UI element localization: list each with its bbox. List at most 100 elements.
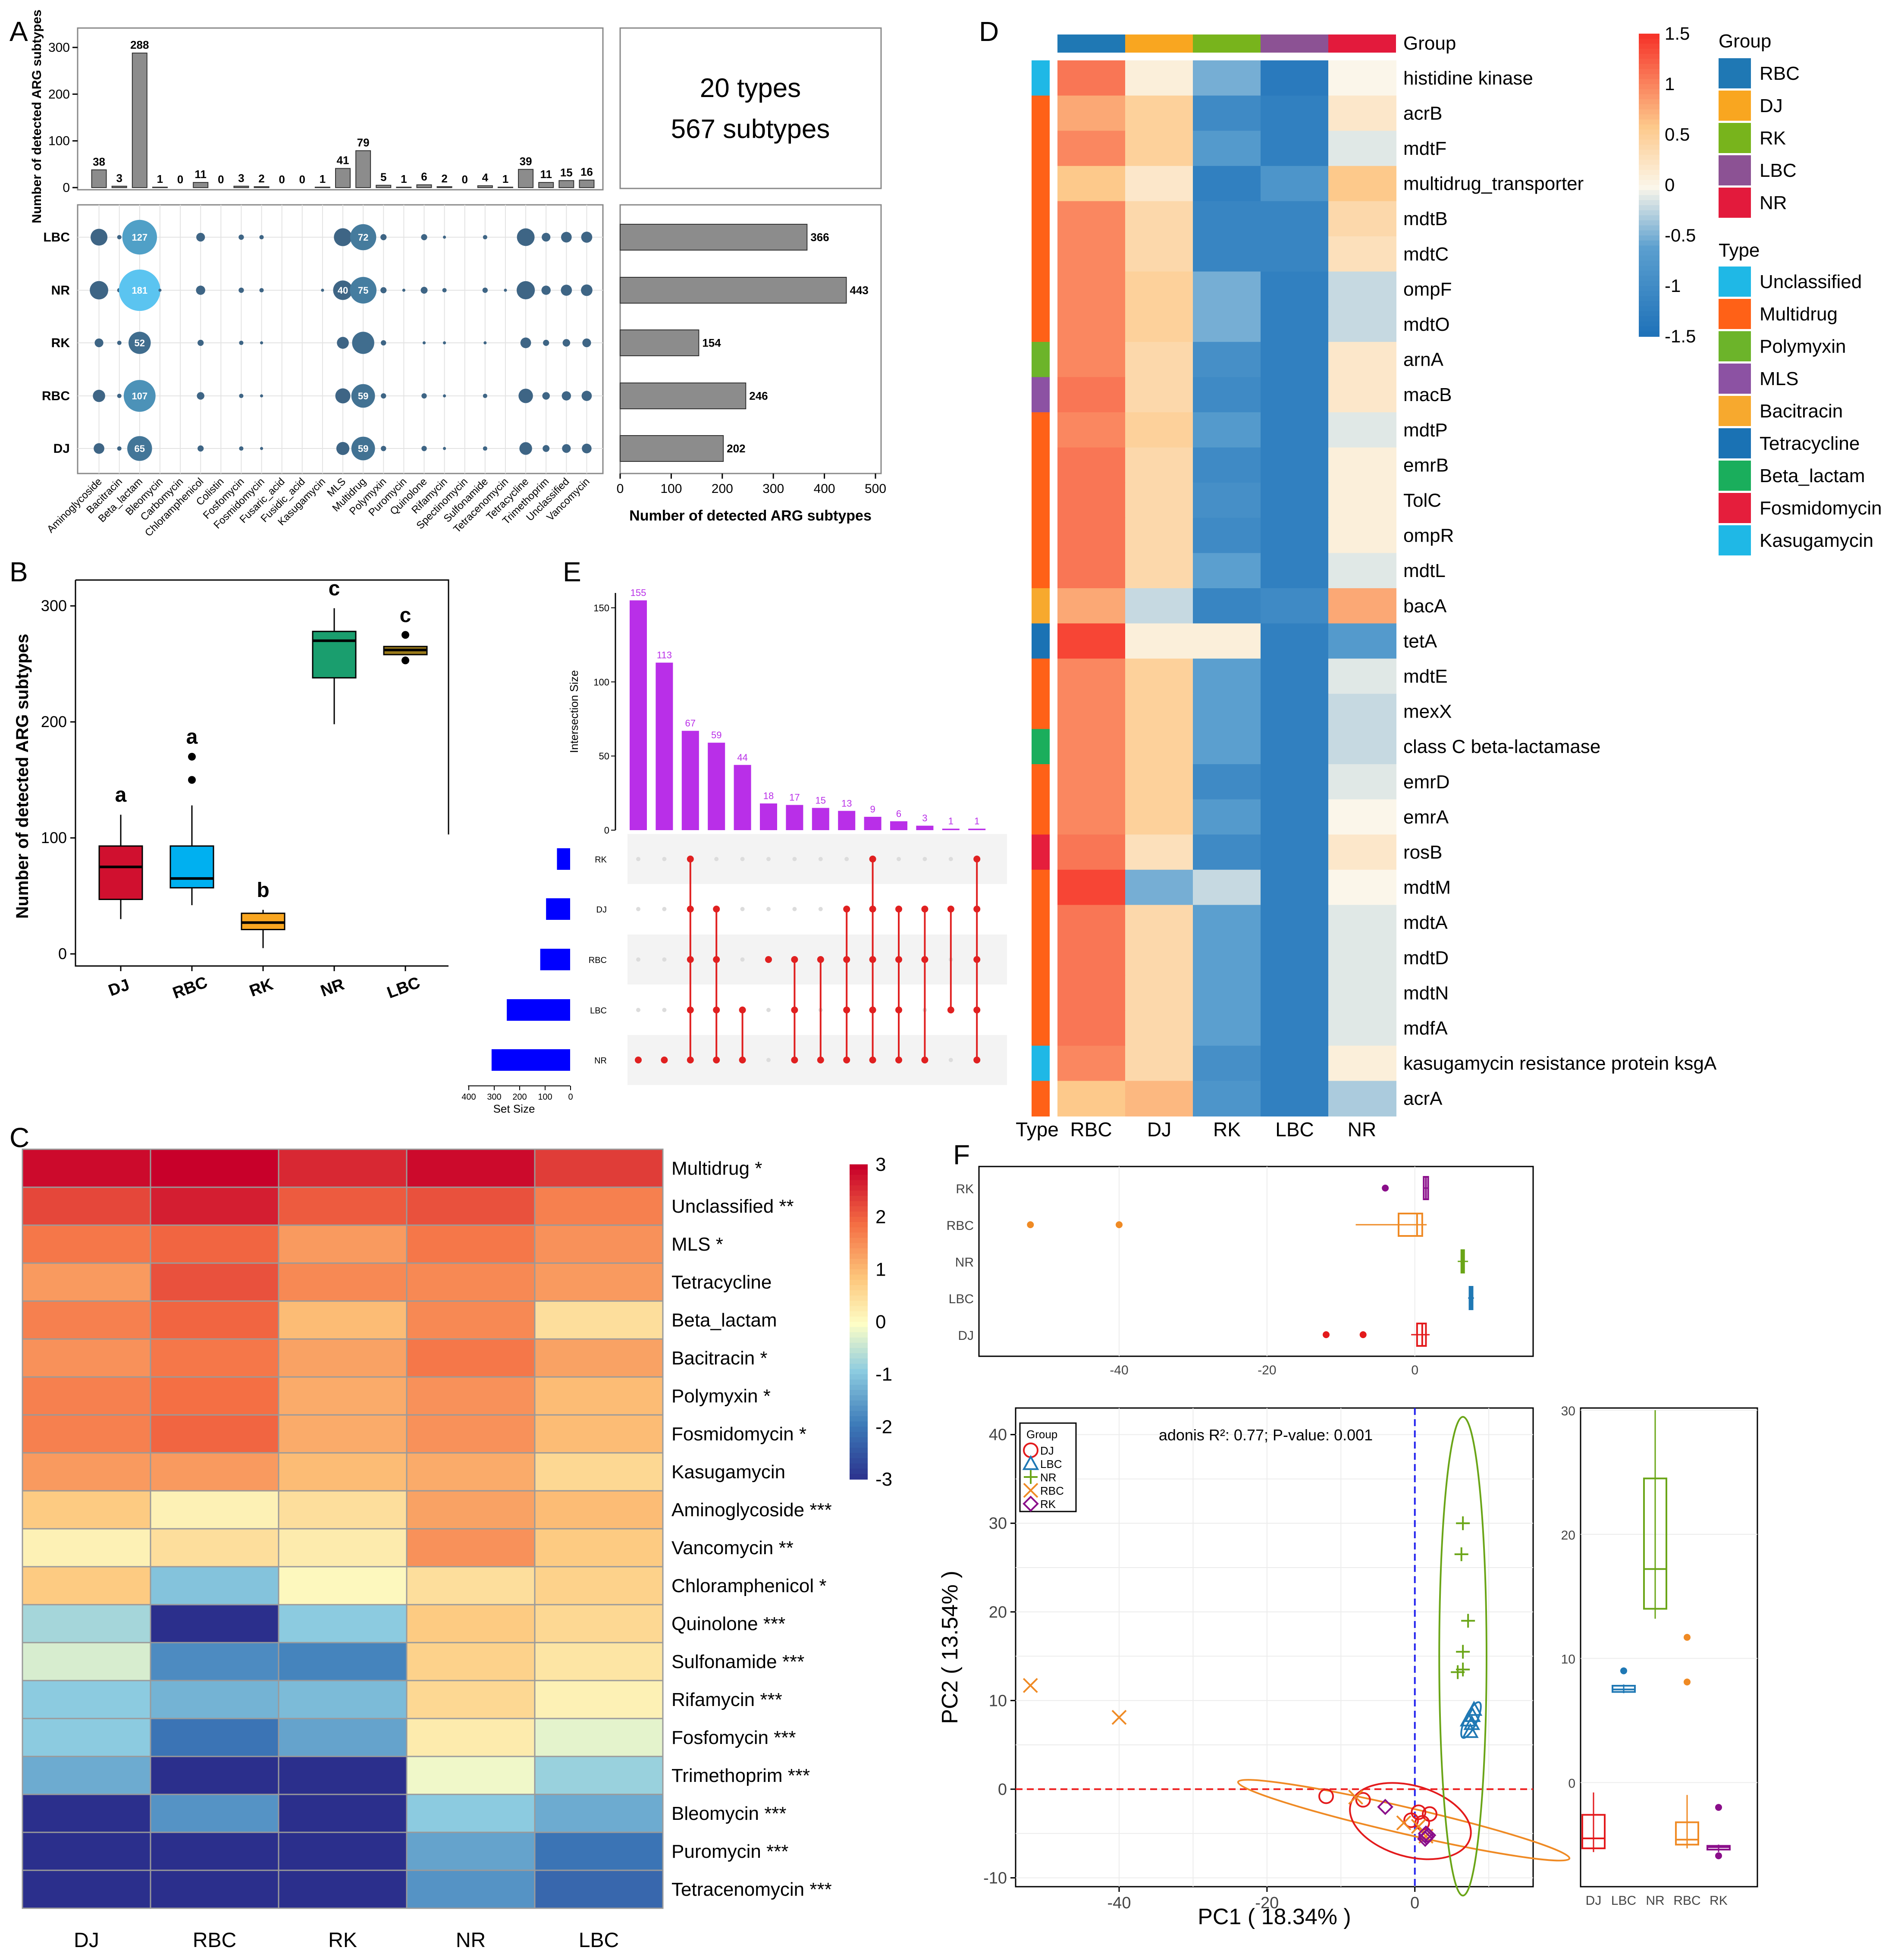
c-cell	[278, 1831, 408, 1871]
c-colorbar-step	[850, 1311, 868, 1317]
e-bar-label: 1	[974, 816, 979, 827]
f-top-row-label: NR	[955, 1255, 974, 1270]
a-right-bar-label: 246	[749, 389, 768, 402]
d-legend-swatch	[1719, 493, 1751, 523]
d-legend-swatch	[1719, 188, 1751, 218]
d-type-cell	[1032, 693, 1050, 730]
e-matrix-dot	[766, 907, 771, 911]
c-cell	[534, 1528, 664, 1568]
a-dot-point	[129, 332, 151, 354]
f-right-col-label: RK	[1710, 1894, 1728, 1908]
c-cell	[278, 1794, 408, 1833]
d-cell	[1057, 588, 1126, 624]
c-colorbar-step	[850, 1253, 868, 1259]
e-set-label: RBC	[589, 956, 607, 965]
c-row-label: Rifamycin ***	[671, 1689, 782, 1710]
d-type-cell	[1032, 95, 1050, 132]
e-matrix-dot	[766, 1008, 771, 1012]
f-point	[1355, 1792, 1371, 1808]
d-cell	[1261, 588, 1329, 624]
c-colorbar-step	[850, 1290, 868, 1296]
c-cell	[406, 1338, 536, 1378]
c-cell	[534, 1148, 664, 1188]
c-row-label: Aminoglycoside ***	[671, 1499, 832, 1521]
d-legend-swatch	[1719, 267, 1751, 297]
c-cell	[22, 1604, 151, 1643]
f-right-col-label: LBC	[1611, 1894, 1636, 1908]
a-right-bar	[620, 224, 808, 251]
f-point	[1348, 1789, 1363, 1805]
d-row-label: mdtN	[1403, 982, 1449, 1004]
c-row-label: Unclassified **	[671, 1196, 794, 1217]
f-top-outlier	[1116, 1221, 1123, 1228]
a-bar-label: 38	[93, 155, 105, 168]
d-cell	[1057, 940, 1126, 976]
f-ylabel: PC2 ( 13.54% )	[938, 1571, 963, 1724]
a-dot-point	[443, 447, 446, 450]
a-bar	[518, 169, 534, 188]
d-legend-swatch	[1719, 155, 1751, 185]
d-colorbar-step	[1639, 215, 1659, 221]
a-dot-point	[239, 393, 244, 398]
f-right-outlier	[1684, 1634, 1691, 1641]
e-matrix-dot	[635, 1057, 642, 1063]
a-bar-label: 288	[130, 38, 149, 51]
e-bar	[968, 828, 986, 830]
d-cell	[1057, 764, 1126, 800]
c-cell	[278, 1680, 408, 1719]
d-cell	[1261, 905, 1329, 941]
c-colorbar-step	[850, 1285, 868, 1291]
a-dot-point	[127, 436, 152, 461]
e-matrix-dot	[740, 957, 745, 962]
d-colorbar-step	[1639, 84, 1659, 90]
d-cell	[1261, 940, 1329, 976]
c-cell	[150, 1756, 279, 1795]
d-colorbar-step	[1639, 129, 1659, 135]
a-bar-label: 39	[520, 155, 532, 168]
d-cell	[1193, 201, 1261, 237]
c-cell	[278, 1756, 408, 1795]
a-dot-point	[380, 234, 387, 241]
d-colorbar-step	[1639, 114, 1659, 120]
a-bar	[254, 186, 270, 188]
e-bar-label: 155	[631, 587, 646, 598]
d-row-label: mdtA	[1403, 912, 1448, 933]
b-box	[169, 845, 214, 889]
d-cell	[1125, 447, 1193, 483]
a-dot-point	[239, 446, 244, 451]
e-bar	[656, 662, 673, 830]
d-cell	[1193, 1081, 1261, 1116]
c-colorbar-step	[850, 1453, 868, 1459]
a-right-bar-label: 443	[850, 284, 869, 297]
f-point	[1417, 1831, 1434, 1847]
c-cell	[406, 1831, 536, 1871]
f-point	[1411, 1819, 1426, 1834]
d-group-header-cell	[1261, 34, 1328, 53]
c-cell	[22, 1224, 151, 1264]
a-bar	[111, 185, 127, 188]
d-colorbar-step	[1639, 200, 1659, 206]
d-legend-swatch	[1719, 364, 1751, 394]
e-bar	[812, 808, 829, 830]
c-cell	[278, 1604, 408, 1643]
d-colorbar-step	[1639, 270, 1659, 276]
d-cell	[1057, 166, 1126, 202]
c-cell	[406, 1452, 536, 1492]
c-colorbar-step	[850, 1232, 868, 1239]
d-group-header-cell	[1328, 34, 1396, 53]
a-dot-point-label: 107	[132, 391, 147, 401]
c-cell	[150, 1528, 279, 1568]
d-cell	[1193, 307, 1261, 342]
d-cell	[1328, 1081, 1396, 1116]
e-matrix-dot	[897, 857, 901, 861]
d-type-cell	[1032, 236, 1050, 272]
e-matrix-dot	[765, 956, 772, 963]
d-colorbar-step	[1639, 154, 1659, 160]
d-row-label: bacA	[1403, 596, 1447, 617]
e-bar-label: 3	[922, 813, 927, 824]
a-dot-point	[91, 229, 108, 246]
d-cell	[1057, 1081, 1126, 1116]
c-cell	[278, 1338, 408, 1378]
c-cell	[534, 1566, 664, 1606]
